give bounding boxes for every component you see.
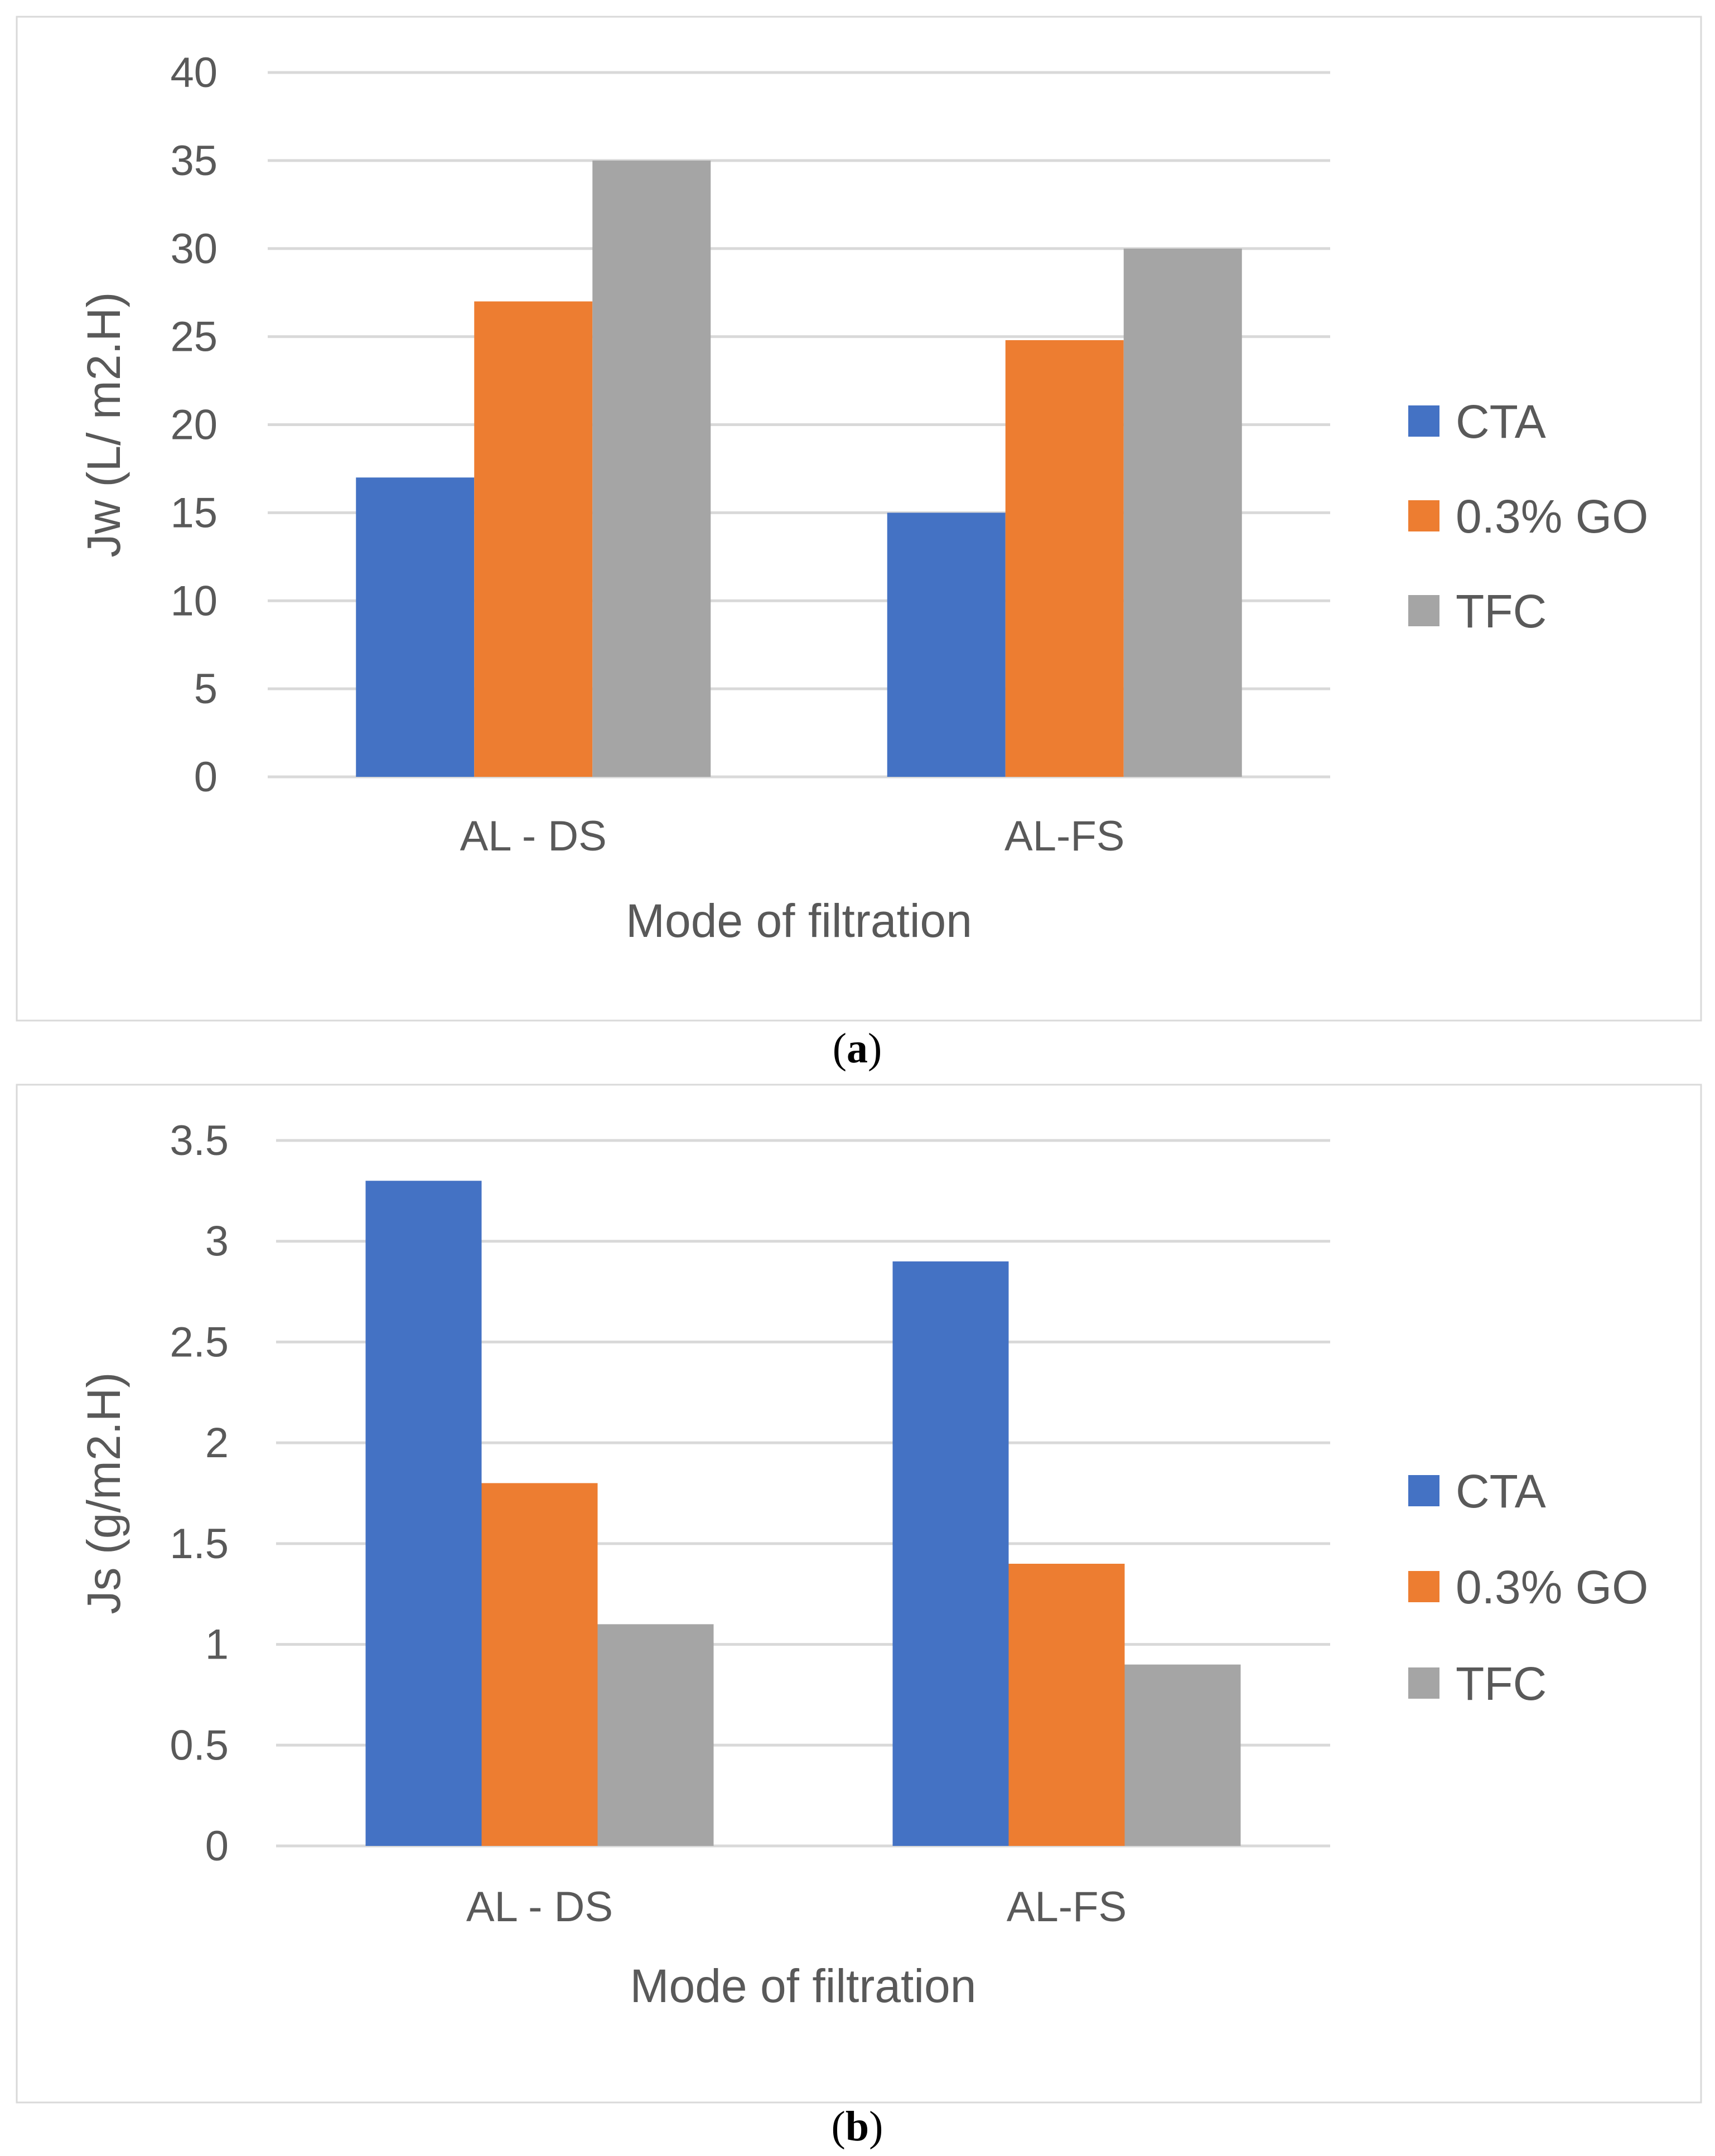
x-category-label: AL - DS (460, 813, 607, 860)
y-tick-label: 0.5 (170, 1722, 229, 1769)
x-category-label: AL-FS (1004, 813, 1124, 860)
legend-swatch (1408, 405, 1439, 437)
caption-open-paren: ( (833, 1025, 847, 1072)
legend-swatch (1408, 1571, 1439, 1602)
x-category-label: AL - DS (466, 1883, 613, 1931)
y-tick-label: 1.5 (170, 1520, 229, 1568)
chart-frame (16, 16, 1702, 1022)
bar-tfc-al-ds (597, 1624, 714, 1846)
y-tick-label: 1 (205, 1621, 229, 1669)
y-tick-label: 10 (170, 577, 218, 625)
legend-swatch (1408, 1667, 1439, 1699)
legend-swatch (1408, 1475, 1439, 1506)
legend-label: TFC (1456, 585, 1547, 637)
legend: CTA 0.3% GO TFC (1408, 1465, 1648, 1710)
bar-cta-al-fs (892, 1261, 1009, 1846)
legend-label: 0.3% GO (1456, 1561, 1648, 1613)
y-tick-label: 20 (170, 402, 218, 449)
y-tick-label: 2 (205, 1419, 229, 1467)
legend-label: 0.3% GO (1456, 490, 1648, 543)
bar-cta-al-ds (356, 477, 475, 777)
y-axis-title: Jw (L/ m2.H) (78, 292, 130, 557)
caption-letter: b (846, 2103, 869, 2150)
bar-cta-al-ds (365, 1181, 482, 1846)
legend-label: CTA (1456, 1465, 1546, 1517)
chart-panel-b: 0 0.5 1 1.5 2 2.5 3 3.5 AL - DS AL-FS Mode of filt… (16, 1084, 1702, 2150)
chart-frame (16, 1084, 1702, 2104)
y-tick-label: 15 (170, 489, 218, 536)
legend-swatch (1408, 595, 1439, 626)
chart-panel-a: 0 5 10 15 20 25 30 35 40 AL - DS AL-FS Mode of filt… (16, 16, 1702, 1072)
y-tick-label: 0 (194, 753, 218, 801)
bar-tfc-al-fs (1123, 248, 1242, 777)
caption-open-paren: ( (832, 2103, 846, 2150)
bar-0-3-go-al-ds (481, 1483, 598, 1846)
panel-caption: (a) (833, 1025, 882, 1072)
x-axis-title: Mode of filtration (626, 895, 972, 947)
caption-letter: a (847, 1025, 868, 1072)
y-tick-label: 2.5 (170, 1318, 229, 1366)
bar-0-3-go-al-fs (1005, 340, 1124, 777)
legend-label: CTA (1456, 395, 1546, 448)
bar-0-3-go-al-ds (474, 301, 593, 777)
panel-caption: (b) (832, 2103, 883, 2150)
x-category-label: AL-FS (1007, 1883, 1127, 1931)
y-tick-label: 25 (170, 313, 218, 361)
caption-close-paren: ) (868, 1025, 882, 1072)
y-tick-label: 40 (170, 49, 218, 96)
legend-label: TFC (1456, 1657, 1547, 1710)
caption-close-paren: ) (869, 2103, 883, 2150)
y-tick-label: 0 (205, 1823, 229, 1870)
bar-tfc-al-ds (592, 160, 711, 777)
y-tick-label: 35 (170, 137, 218, 185)
bar-0-3-go-al-fs (1008, 1564, 1125, 1846)
x-axis-title: Mode of filtration (630, 1960, 977, 2012)
y-axis-title: Js (g/m2.H) (78, 1372, 130, 1614)
y-tick-label: 3 (205, 1218, 229, 1265)
y-tick-label: 30 (170, 225, 218, 273)
y-tick-label: 5 (194, 665, 218, 713)
legend-swatch (1408, 500, 1439, 531)
y-tick-label: 3.5 (170, 1117, 229, 1164)
bar-cta-al-fs (887, 513, 1006, 777)
bar-tfc-al-fs (1124, 1664, 1241, 1846)
legend: CTA 0.3% GO TFC (1408, 395, 1648, 637)
